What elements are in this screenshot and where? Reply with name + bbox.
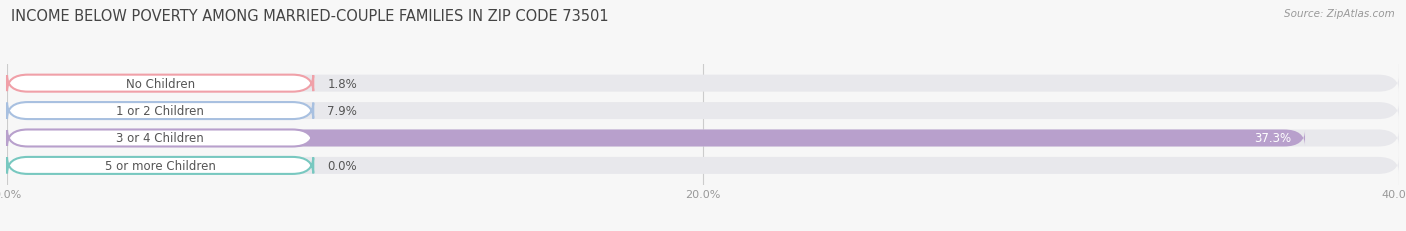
Text: No Children: No Children: [125, 77, 194, 90]
Text: 0.0%: 0.0%: [328, 159, 357, 172]
Text: 3 or 4 Children: 3 or 4 Children: [117, 132, 204, 145]
FancyBboxPatch shape: [7, 75, 1399, 92]
FancyBboxPatch shape: [7, 157, 1399, 174]
FancyBboxPatch shape: [7, 103, 283, 120]
FancyBboxPatch shape: [7, 103, 1399, 120]
FancyBboxPatch shape: [7, 130, 1399, 147]
Text: 37.3%: 37.3%: [1254, 132, 1291, 145]
FancyBboxPatch shape: [7, 130, 314, 147]
Text: 7.9%: 7.9%: [328, 105, 357, 118]
FancyBboxPatch shape: [7, 103, 314, 120]
Text: 1.8%: 1.8%: [328, 77, 357, 90]
FancyBboxPatch shape: [7, 157, 94, 174]
Text: INCOME BELOW POVERTY AMONG MARRIED-COUPLE FAMILIES IN ZIP CODE 73501: INCOME BELOW POVERTY AMONG MARRIED-COUPL…: [11, 9, 609, 24]
FancyBboxPatch shape: [7, 75, 314, 92]
FancyBboxPatch shape: [7, 75, 70, 92]
Text: 1 or 2 Children: 1 or 2 Children: [117, 105, 204, 118]
FancyBboxPatch shape: [7, 130, 1305, 147]
Text: 5 or more Children: 5 or more Children: [104, 159, 215, 172]
FancyBboxPatch shape: [7, 157, 314, 174]
Text: Source: ZipAtlas.com: Source: ZipAtlas.com: [1284, 9, 1395, 19]
